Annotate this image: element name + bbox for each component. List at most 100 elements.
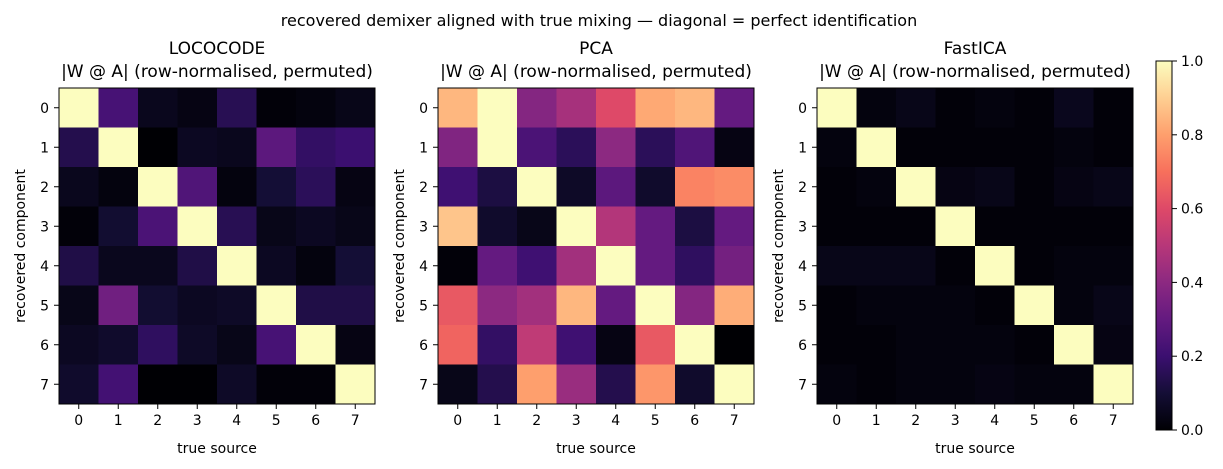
x-tick-label: 2 [911, 413, 920, 429]
heatmap-cell-7-0 [438, 364, 478, 405]
heatmap-cell-2-4 [975, 167, 1015, 207]
heatmap-cell-6-7 [335, 325, 376, 365]
y-tick-label: 5 [40, 298, 49, 314]
heatmap-cell-0-5 [1014, 88, 1055, 128]
heatmap-cell-2-0 [817, 167, 857, 207]
heatmap-cell-4-0 [59, 246, 99, 286]
heatmap-cell-1-3 [556, 127, 597, 168]
heatmap-cell-5-2 [517, 285, 557, 326]
heatmap-cell-4-2 [138, 246, 178, 286]
heatmap-cell-3-6 [1054, 206, 1094, 247]
x-tick-label: 3 [572, 413, 581, 429]
heatmap-cell-2-4 [596, 167, 636, 207]
heatmap-cell-5-4 [217, 285, 257, 326]
heatmap-cell-5-5 [635, 285, 676, 326]
x-tick-label: 1 [493, 413, 502, 429]
heatmap-cell-5-4 [596, 285, 636, 326]
heatmap-cell-5-6 [1054, 285, 1094, 326]
heatmap-cell-7-5 [256, 364, 297, 405]
heatmap-cell-0-6 [675, 88, 715, 128]
x-tick-label: 1 [114, 413, 123, 429]
heatmap-cell-6-6 [296, 325, 336, 365]
heatmap-cell-3-1 [98, 206, 139, 247]
heatmap-cell-6-2 [896, 325, 936, 365]
heatmap-cell-3-0 [438, 206, 478, 247]
heatmap-cell-3-2 [896, 206, 936, 247]
heatmap-cell-5-2 [138, 285, 178, 326]
y-tick-label: 6 [798, 338, 807, 354]
heatmap-cell-2-5 [635, 167, 676, 207]
heatmap-cell-1-6 [675, 127, 715, 168]
y-tick-label: 1 [419, 140, 428, 156]
heatmap-cell-7-7 [1093, 364, 1134, 405]
colorbar-gradient [1155, 60, 1173, 431]
heatmap-cell-4-6 [675, 246, 715, 286]
heatmap-cell-0-1 [98, 88, 139, 128]
heatmap-cell-4-1 [856, 246, 897, 286]
heatmap-cell-1-2 [138, 127, 178, 168]
heatmap-cell-2-1 [98, 167, 139, 207]
heatmap-cell-0-2 [517, 88, 557, 128]
x-tick-label: 3 [951, 413, 960, 429]
y-tick-label: 0 [40, 101, 49, 117]
x-axis-label: true source [556, 441, 636, 457]
heatmap-cell-3-3 [177, 206, 218, 247]
heatmap-cell-6-6 [675, 325, 715, 365]
heatmap-cell-4-1 [477, 246, 518, 286]
y-tick-label: 2 [419, 180, 428, 196]
colorbar-tick-label: 0.0 [1181, 423, 1203, 439]
heatmap-cell-3-7 [1093, 206, 1134, 247]
heatmap-cell-0-7 [714, 88, 755, 128]
heatmap-cell-4-3 [556, 246, 597, 286]
heatmap-cell-6-5 [256, 325, 297, 365]
heatmap-cell-2-5 [1014, 167, 1055, 207]
heatmap-cell-0-1 [856, 88, 897, 128]
heatmap-cell-2-2 [138, 167, 178, 207]
heatmap-cell-3-3 [935, 206, 976, 247]
plot-frame [816, 87, 1134, 405]
y-tick-label: 3 [419, 219, 428, 235]
heatmap-cell-7-1 [477, 364, 518, 405]
heatmap-cell-4-5 [256, 246, 297, 286]
heatmap-cell-5-5 [256, 285, 297, 326]
heatmap-cell-5-7 [714, 285, 755, 326]
y-tick-label: 7 [419, 377, 428, 393]
y-tick-label: 0 [798, 101, 807, 117]
y-tick-label: 4 [40, 259, 49, 275]
heatmap-cell-7-7 [335, 364, 376, 405]
heatmap-cell-1-7 [335, 127, 376, 168]
heatmap-cell-1-5 [635, 127, 676, 168]
heatmap-cell-4-4 [217, 246, 257, 286]
heatmap-cell-0-5 [635, 88, 676, 128]
heatmap-cell-0-4 [596, 88, 636, 128]
x-tick-label: 6 [1069, 413, 1078, 429]
y-tick-label: 6 [40, 338, 49, 354]
heatmap-cell-4-0 [438, 246, 478, 286]
heatmap-cell-5-0 [438, 285, 478, 326]
heatmap-cell-2-7 [1093, 167, 1134, 207]
heatmap-cell-7-2 [517, 364, 557, 405]
heatmap-cell-1-1 [98, 127, 139, 168]
x-tick-label: 6 [311, 413, 320, 429]
x-axis-label: true source [177, 441, 257, 457]
heatmap-cell-7-3 [556, 364, 597, 405]
heatmap-cell-0-3 [935, 88, 976, 128]
x-tick-label: 2 [532, 413, 541, 429]
heatmap-cell-1-2 [896, 127, 936, 168]
heatmap-cell-2-3 [177, 167, 218, 207]
panel-title-line1: LOCOCODE [169, 39, 266, 59]
y-axis-label: recovered component [13, 169, 29, 323]
heatmap-cell-1-1 [477, 127, 518, 168]
heatmap-cell-7-6 [1054, 364, 1094, 405]
y-tick-label: 2 [40, 180, 49, 196]
x-tick-label: 0 [74, 413, 83, 429]
y-tick-label: 1 [798, 140, 807, 156]
heatmap-cell-0-4 [217, 88, 257, 128]
heatmap-cell-4-4 [596, 246, 636, 286]
x-tick-label: 7 [730, 413, 739, 429]
heatmap-cell-5-0 [817, 285, 857, 326]
y-axis-label: recovered component [771, 169, 787, 323]
heatmap-cell-5-3 [935, 285, 976, 326]
panel-title-line1: FastICA [944, 39, 1007, 59]
x-tick-label: 0 [453, 413, 462, 429]
